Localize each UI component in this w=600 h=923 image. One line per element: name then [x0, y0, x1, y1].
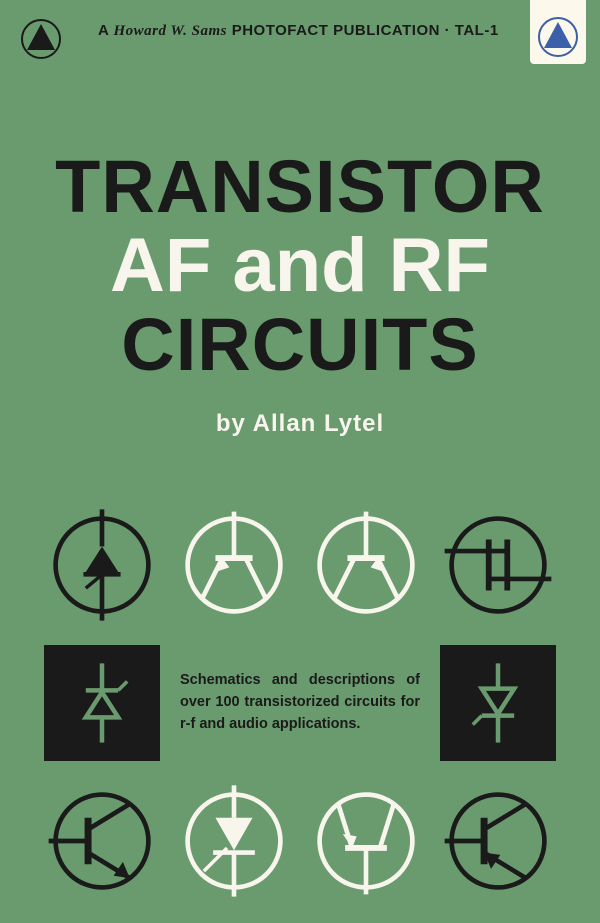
title-block: TRANSISTOR AF and RF CIRCUITS by Allan L… — [0, 150, 600, 438]
publisher-logo-left — [20, 18, 62, 65]
symbol-fet — [440, 507, 556, 623]
symbol-npn — [44, 783, 160, 899]
author-name: Allan Lytel — [253, 410, 384, 437]
header-suffix: PHOTOFACT PUBLICATION · TAL-1 — [232, 22, 499, 39]
title-line1: TRANSISTOR — [0, 150, 600, 224]
symbol-diode-circle — [44, 507, 160, 623]
publisher-name: Howard W. Sams — [113, 23, 227, 39]
symbol-transistor-up-2 — [308, 507, 424, 623]
header-prefix: A — [98, 22, 109, 39]
symbol-box-diode-down — [440, 645, 556, 761]
description-text: Schematics and descriptions of over 100 … — [174, 670, 426, 735]
header-text: A Howard W. Sams PHOTOFACT PUBLICATION ·… — [98, 22, 499, 40]
symbol-pnp — [440, 783, 556, 899]
symbol-transistor-up-1 — [176, 507, 292, 623]
symbol-box-diode-up — [44, 645, 160, 761]
symbol-ujt — [308, 783, 424, 899]
publisher-logo-right — [530, 0, 586, 64]
symbol-grid: Schematics and descriptions of over 100 … — [42, 500, 558, 906]
title-line3: CIRCUITS — [0, 308, 600, 382]
author-prefix: by — [216, 410, 246, 437]
symbol-diode-circle-2 — [176, 783, 292, 899]
author-line: by Allan Lytel — [0, 410, 600, 438]
title-line2: AF and RF — [0, 228, 600, 304]
header-bar: A Howard W. Sams PHOTOFACT PUBLICATION ·… — [0, 18, 600, 58]
